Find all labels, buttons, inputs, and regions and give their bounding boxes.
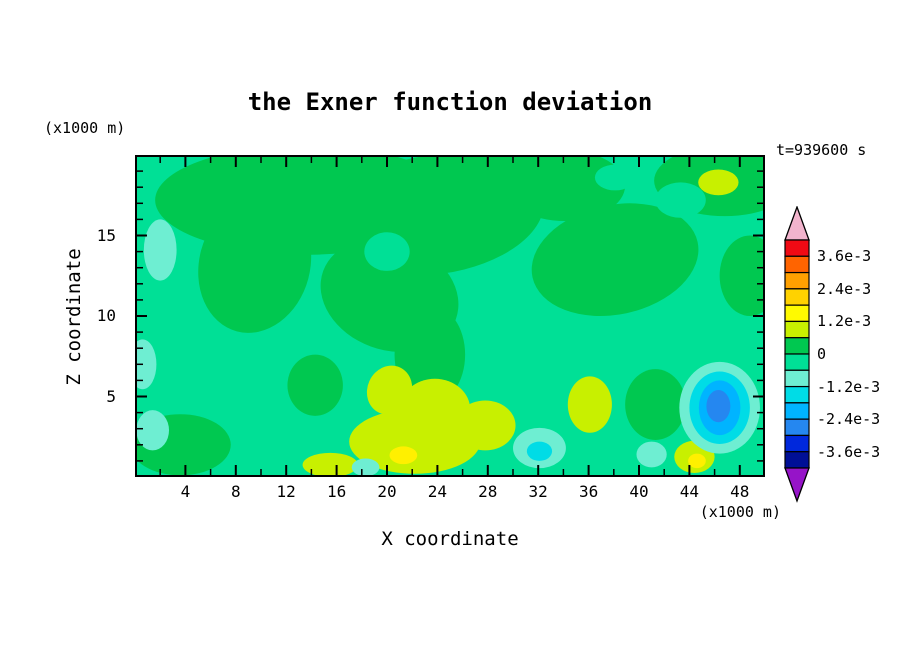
x-tick-label: 32: [528, 482, 548, 501]
x-tick-label: 28: [478, 482, 498, 501]
y-axis-units-label: (x1000 m): [44, 119, 126, 137]
x-tick-label: 36: [578, 482, 599, 501]
colorbar-tick-label: 3.6e-3: [817, 247, 872, 266]
x-tick-label: 44: [679, 482, 700, 501]
x-tick-label: 20: [377, 482, 397, 501]
x-tick-label: 48: [730, 482, 750, 501]
plot-frame-svg: [135, 155, 765, 477]
plot-area: [135, 155, 765, 477]
x-tick-label: 12: [276, 482, 296, 501]
chart-title: the Exner function deviation: [247, 88, 653, 116]
timestamp-label: t=939600 s: [776, 141, 867, 159]
colorbar-tick-label: 0: [817, 345, 827, 363]
colorbar-tick-label: -1.2e-3: [817, 377, 881, 396]
colorbar: [784, 206, 810, 503]
x-tick-labels: 4 8 12 16 20 24 28 32 36 40 44 48: [135, 482, 765, 502]
y-tick-label: 15: [96, 225, 116, 245]
x-axis-label: X coordinate: [381, 528, 519, 550]
x-tick-label: 40: [629, 482, 649, 501]
y-tick-label: 10: [96, 306, 116, 325]
x-tick-label: 4: [180, 482, 191, 501]
x-tick-label: 24: [427, 482, 448, 501]
colorbar-tick-label: 2.4e-3: [817, 279, 872, 298]
contour-field-svg: [135, 155, 765, 477]
colorbar-tick-label: 1.2e-3: [817, 312, 872, 331]
colorbar-tick-label: -2.4e-3: [817, 410, 881, 429]
x-tick-label: 8: [230, 482, 241, 501]
y-tick-labels: 5 10 15: [58, 155, 122, 477]
colorbar-tick-label: -3.6e-3: [817, 442, 881, 461]
y-tick-label: 5: [106, 386, 116, 406]
x-axis-units-label: (x1000 m): [699, 503, 781, 521]
x-tick-label: 16: [326, 482, 347, 501]
